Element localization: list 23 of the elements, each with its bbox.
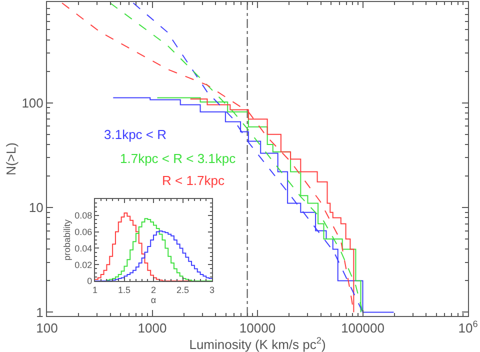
x-tick-label: 10000 <box>239 320 276 336</box>
x-tick-label: 3 <box>209 284 215 295</box>
x-tick-label: 2.5 <box>176 284 190 295</box>
y-tick-label: 0.02 <box>74 260 92 270</box>
y-tick-label: 100 <box>22 95 44 110</box>
text: R < 1.7kpc <box>162 173 226 188</box>
x-tick-label: 100000 <box>341 320 384 336</box>
x-tick-label: 1.5 <box>118 284 131 295</box>
y-tick-label: 1 <box>36 304 44 320</box>
x-tick-label: 10$^{6}$ <box>458 319 478 336</box>
y-tick-label: 0.04 <box>74 243 92 254</box>
y-axis-title: probability <box>62 218 72 261</box>
x-tick-label: 1000 <box>138 320 167 336</box>
y-tick-label: 0 <box>87 276 92 286</box>
x-axis-title: Luminosity (K km/s pc$^{2}$) <box>189 336 326 352</box>
y-tick-label: 0.08 <box>74 210 92 221</box>
y-axis-title: N(>L) <box>4 142 19 176</box>
x-axis-title: α <box>150 294 156 305</box>
y-tick-label: 10 <box>28 200 44 216</box>
x-tick-label: 2 <box>150 284 156 295</box>
y-tick-label: 0.06 <box>74 226 92 237</box>
text: 1.7kpc < R < 3.1kpc <box>120 151 236 166</box>
text: 3.1kpc < R <box>104 127 167 142</box>
